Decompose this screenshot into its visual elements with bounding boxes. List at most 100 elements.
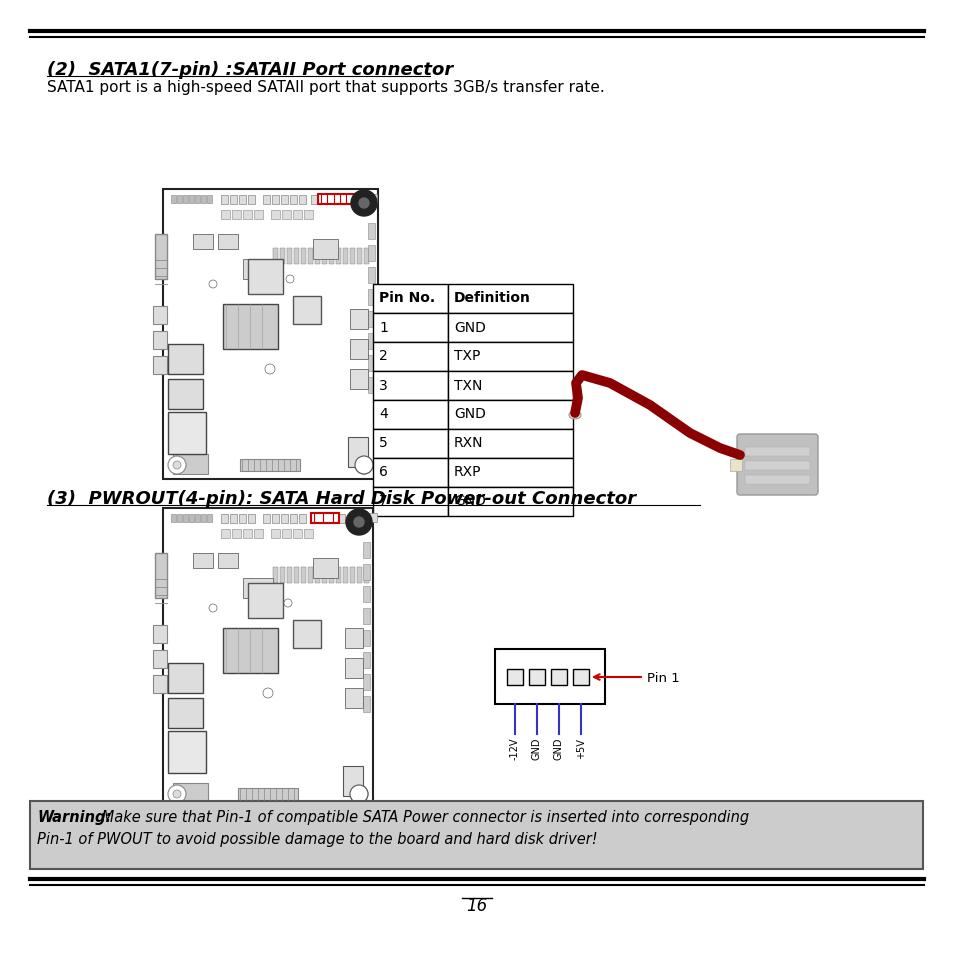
Bar [448, 458, 573, 488]
Bar [368, 334, 375, 350]
Circle shape [355, 790, 363, 799]
Bar [207, 195, 212, 204]
Bar [368, 377, 375, 394]
Text: 1: 1 [378, 320, 388, 335]
Bar [221, 211, 230, 220]
Bar [223, 305, 277, 350]
Bar [308, 249, 313, 265]
Bar [293, 530, 302, 538]
Bar [373, 285, 448, 314]
Bar [350, 567, 355, 583]
Bar [152, 356, 167, 375]
Circle shape [172, 790, 181, 799]
Bar [363, 608, 370, 624]
Bar [152, 676, 167, 693]
Bar [448, 400, 573, 430]
Text: RXN: RXN [454, 436, 483, 450]
Bar [350, 370, 368, 390]
Text: TXN: TXN [454, 378, 482, 392]
Bar [744, 448, 809, 456]
Circle shape [265, 365, 274, 375]
Text: (3)  PWROUT(4-pin): SATA Hard Disk Power-out Connector: (3) PWROUT(4-pin): SATA Hard Disk Power-… [47, 490, 636, 507]
Bar [350, 339, 368, 359]
Text: 2: 2 [378, 349, 387, 363]
Bar [337, 195, 345, 205]
Bar [194, 195, 200, 204]
Bar [232, 211, 241, 220]
Text: GND: GND [532, 738, 541, 760]
Text: 7: 7 [378, 494, 387, 508]
Bar [304, 530, 313, 538]
Text: 4: 4 [378, 407, 387, 421]
Bar [263, 195, 270, 205]
Bar [298, 195, 306, 205]
Bar [373, 458, 448, 488]
Circle shape [350, 785, 368, 803]
Bar [368, 246, 375, 262]
Bar [281, 515, 288, 523]
Bar [171, 195, 175, 204]
Bar [281, 195, 288, 205]
Bar [319, 515, 327, 523]
Bar [201, 195, 206, 204]
Bar [287, 567, 292, 583]
Bar [163, 190, 377, 479]
Bar [239, 195, 246, 205]
Bar [551, 669, 566, 685]
Bar [329, 515, 335, 523]
Bar [363, 630, 370, 646]
Bar [308, 567, 313, 583]
Bar [168, 699, 203, 728]
Bar [189, 195, 193, 204]
Bar [223, 628, 277, 673]
Bar [290, 195, 296, 205]
Text: +5V: +5V [576, 738, 585, 758]
Text: 3: 3 [378, 378, 387, 392]
Bar [345, 628, 363, 648]
Bar [373, 400, 448, 430]
Bar [293, 211, 302, 220]
Bar [335, 567, 340, 583]
Circle shape [351, 191, 376, 216]
Bar [744, 461, 809, 471]
Bar [363, 542, 370, 558]
Bar [317, 194, 355, 205]
Bar [350, 249, 355, 265]
Bar [448, 343, 573, 372]
Bar [282, 211, 291, 220]
Bar [448, 372, 573, 400]
Bar [183, 195, 188, 204]
Text: Make sure that Pin-1 of compatible SATA Power connector is inserted into corresp: Make sure that Pin-1 of compatible SATA … [97, 809, 748, 824]
Bar [243, 530, 252, 538]
Text: Pin-1 of PWOUT to avoid possible damage to the board and hard disk driver!: Pin-1 of PWOUT to avoid possible damage … [37, 831, 597, 846]
Circle shape [359, 461, 368, 470]
Bar [350, 310, 368, 330]
Bar [744, 476, 809, 484]
Bar [168, 345, 203, 375]
Text: Warning:: Warning: [37, 809, 112, 824]
Bar [363, 564, 370, 580]
Bar [529, 669, 544, 685]
Bar [368, 355, 375, 372]
Circle shape [286, 275, 294, 284]
Bar [172, 455, 208, 475]
Text: SATA1 port is a high-speed SATAII port that supports 3GB/s transfer rate.: SATA1 port is a high-speed SATAII port t… [47, 80, 604, 95]
Bar [368, 268, 375, 284]
Bar [448, 488, 573, 517]
Bar [363, 652, 370, 668]
Bar [373, 314, 448, 343]
Bar [329, 195, 335, 205]
Bar [273, 567, 277, 583]
Bar [313, 558, 337, 578]
Bar [373, 372, 448, 400]
Bar [358, 194, 376, 204]
Text: 6: 6 [378, 465, 388, 479]
Bar [364, 249, 369, 265]
Bar [293, 296, 320, 325]
Bar [293, 620, 320, 648]
Bar [230, 195, 236, 205]
Bar [152, 307, 167, 325]
Circle shape [263, 688, 273, 699]
Bar [313, 240, 337, 260]
Circle shape [354, 517, 364, 527]
